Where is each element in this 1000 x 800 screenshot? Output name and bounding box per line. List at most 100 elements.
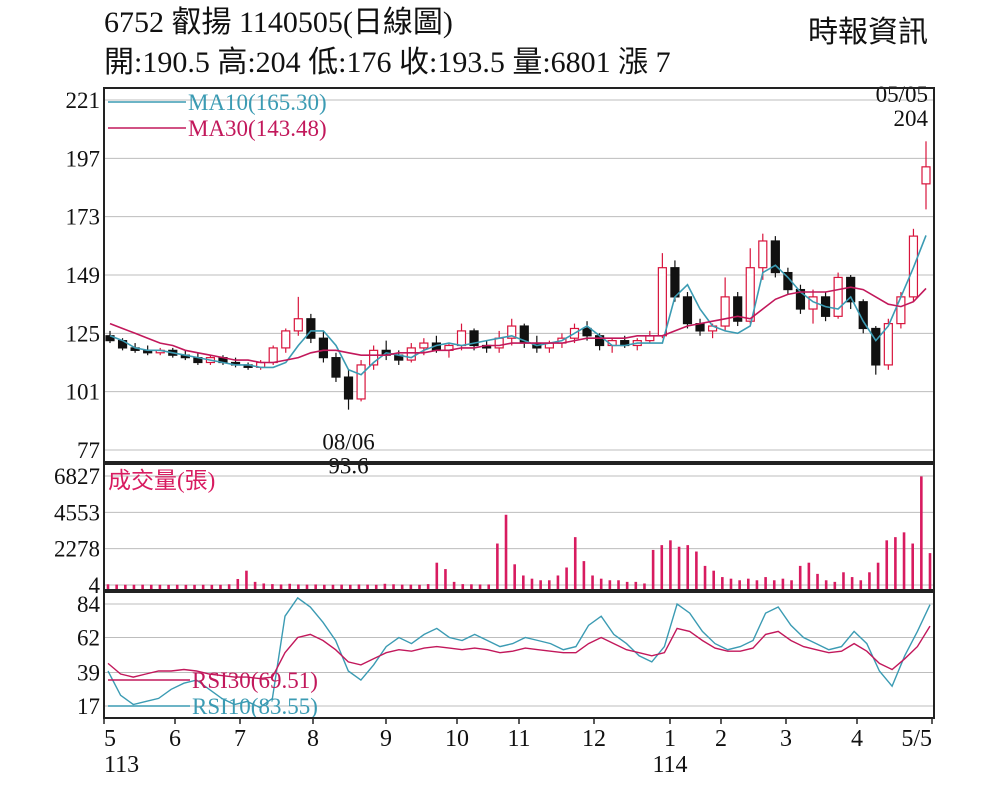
- volume-bar: [158, 584, 162, 589]
- volume-bar: [279, 584, 283, 589]
- volume-bar: [599, 578, 603, 589]
- volume-bar: [418, 584, 421, 589]
- rsi-tick-label: 17: [77, 694, 100, 719]
- volume-bar: [426, 584, 430, 589]
- volume-bar: [253, 581, 257, 589]
- volume-bar: [132, 584, 136, 589]
- rsi-tick-label: 62: [77, 625, 100, 650]
- candle-body: [281, 330, 291, 349]
- volume-bar: [530, 578, 534, 589]
- candle-body: [733, 296, 743, 322]
- volume-bar: [911, 543, 914, 589]
- volume-bar: [357, 584, 361, 589]
- volume-bar: [850, 577, 854, 589]
- volume-bar: [340, 584, 343, 589]
- volume-bar: [660, 545, 664, 589]
- volume-bar: [236, 578, 240, 589]
- rsi-tick-label: 39: [77, 661, 100, 686]
- candle-body: [795, 288, 806, 310]
- volume-bar: [721, 577, 724, 589]
- candle-body: [268, 347, 278, 364]
- candle-body: [896, 296, 906, 325]
- candle-body: [456, 330, 467, 347]
- price-tick-label: 77: [77, 438, 100, 463]
- volume-bar: [651, 549, 655, 589]
- volume-bar: [772, 580, 776, 589]
- high-price-annotation: 204: [894, 106, 929, 131]
- volume-bar: [348, 584, 352, 589]
- month-label: 3: [780, 726, 792, 752]
- volume-bar: [755, 580, 759, 589]
- low-date-annotation: 08/06: [322, 430, 374, 455]
- rsi10-line: [107, 596, 931, 709]
- month-label: 5: [104, 726, 116, 752]
- volume-bar: [124, 584, 127, 589]
- volume-bar: [478, 584, 482, 589]
- volume-bar: [790, 580, 793, 589]
- month-label: 2: [715, 726, 727, 752]
- volume-bar: [894, 537, 897, 589]
- volume-bar: [504, 514, 508, 589]
- volume-bar: [824, 580, 828, 589]
- volume-bar: [271, 584, 274, 589]
- month-label: 11: [507, 726, 530, 752]
- rsi-tick-label: 84: [77, 592, 101, 617]
- volume-bar: [435, 562, 439, 589]
- volume-bar: [928, 553, 932, 589]
- volume-bar: [210, 584, 214, 589]
- candle-body: [758, 240, 768, 269]
- volume-bar: [686, 545, 690, 589]
- volume-bar: [712, 570, 715, 589]
- price-tick-label: 173: [66, 205, 101, 230]
- candle-body: [293, 318, 303, 332]
- volume-title: 成交量(張): [108, 468, 215, 493]
- low-price-annotation: 93.6: [328, 454, 368, 479]
- volume-bar: [184, 584, 188, 589]
- year-label: 113: [104, 752, 139, 778]
- volume-bar: [115, 584, 118, 589]
- ma10-legend-label: MA10(165.30): [188, 90, 327, 115]
- volume-bar: [807, 562, 811, 589]
- volume-bar: [167, 584, 170, 589]
- candle-body: [306, 318, 316, 339]
- volume-bar: [781, 578, 785, 589]
- price-tick-label: 197: [66, 146, 101, 171]
- candle-body: [670, 267, 680, 298]
- volume-bar: [400, 584, 404, 589]
- volume-bar: [219, 584, 222, 589]
- volume-bar: [141, 584, 144, 589]
- volume-bar: [487, 584, 491, 589]
- volume-bar: [547, 580, 551, 589]
- volume-bar: [868, 572, 871, 589]
- volume-bar: [695, 551, 698, 589]
- price-tick-label: 101: [66, 380, 101, 405]
- year-label: 114: [652, 752, 687, 778]
- volume-bar: [314, 584, 317, 589]
- month-label: 9: [380, 726, 392, 752]
- volume-bar: [539, 580, 542, 589]
- volume-bar: [902, 532, 906, 589]
- volume-bar: [470, 584, 473, 589]
- volume-bar: [920, 476, 923, 589]
- volume-bar: [392, 584, 395, 589]
- price-tick-label: 125: [66, 321, 101, 346]
- volume-bar: [798, 565, 802, 589]
- volume-bar: [591, 575, 594, 589]
- month-label: 7: [234, 726, 246, 752]
- candle-body: [582, 327, 592, 337]
- volume-tick-label: 6827: [54, 464, 100, 489]
- candle-body: [343, 376, 354, 400]
- volume-bar: [738, 580, 741, 589]
- high-date-annotation: 05/05: [876, 82, 928, 107]
- volume-bar: [565, 567, 568, 589]
- ma10-line: [109, 235, 927, 376]
- volume-bar: [625, 581, 629, 589]
- volume-bar: [262, 583, 266, 589]
- volume-bar: [556, 575, 560, 589]
- month-label: 1: [664, 726, 676, 752]
- volume-bar: [383, 583, 387, 589]
- volume-bar: [496, 543, 499, 589]
- volume-bar: [746, 578, 750, 589]
- volume-bar: [297, 584, 300, 589]
- volume-bar: [617, 580, 620, 589]
